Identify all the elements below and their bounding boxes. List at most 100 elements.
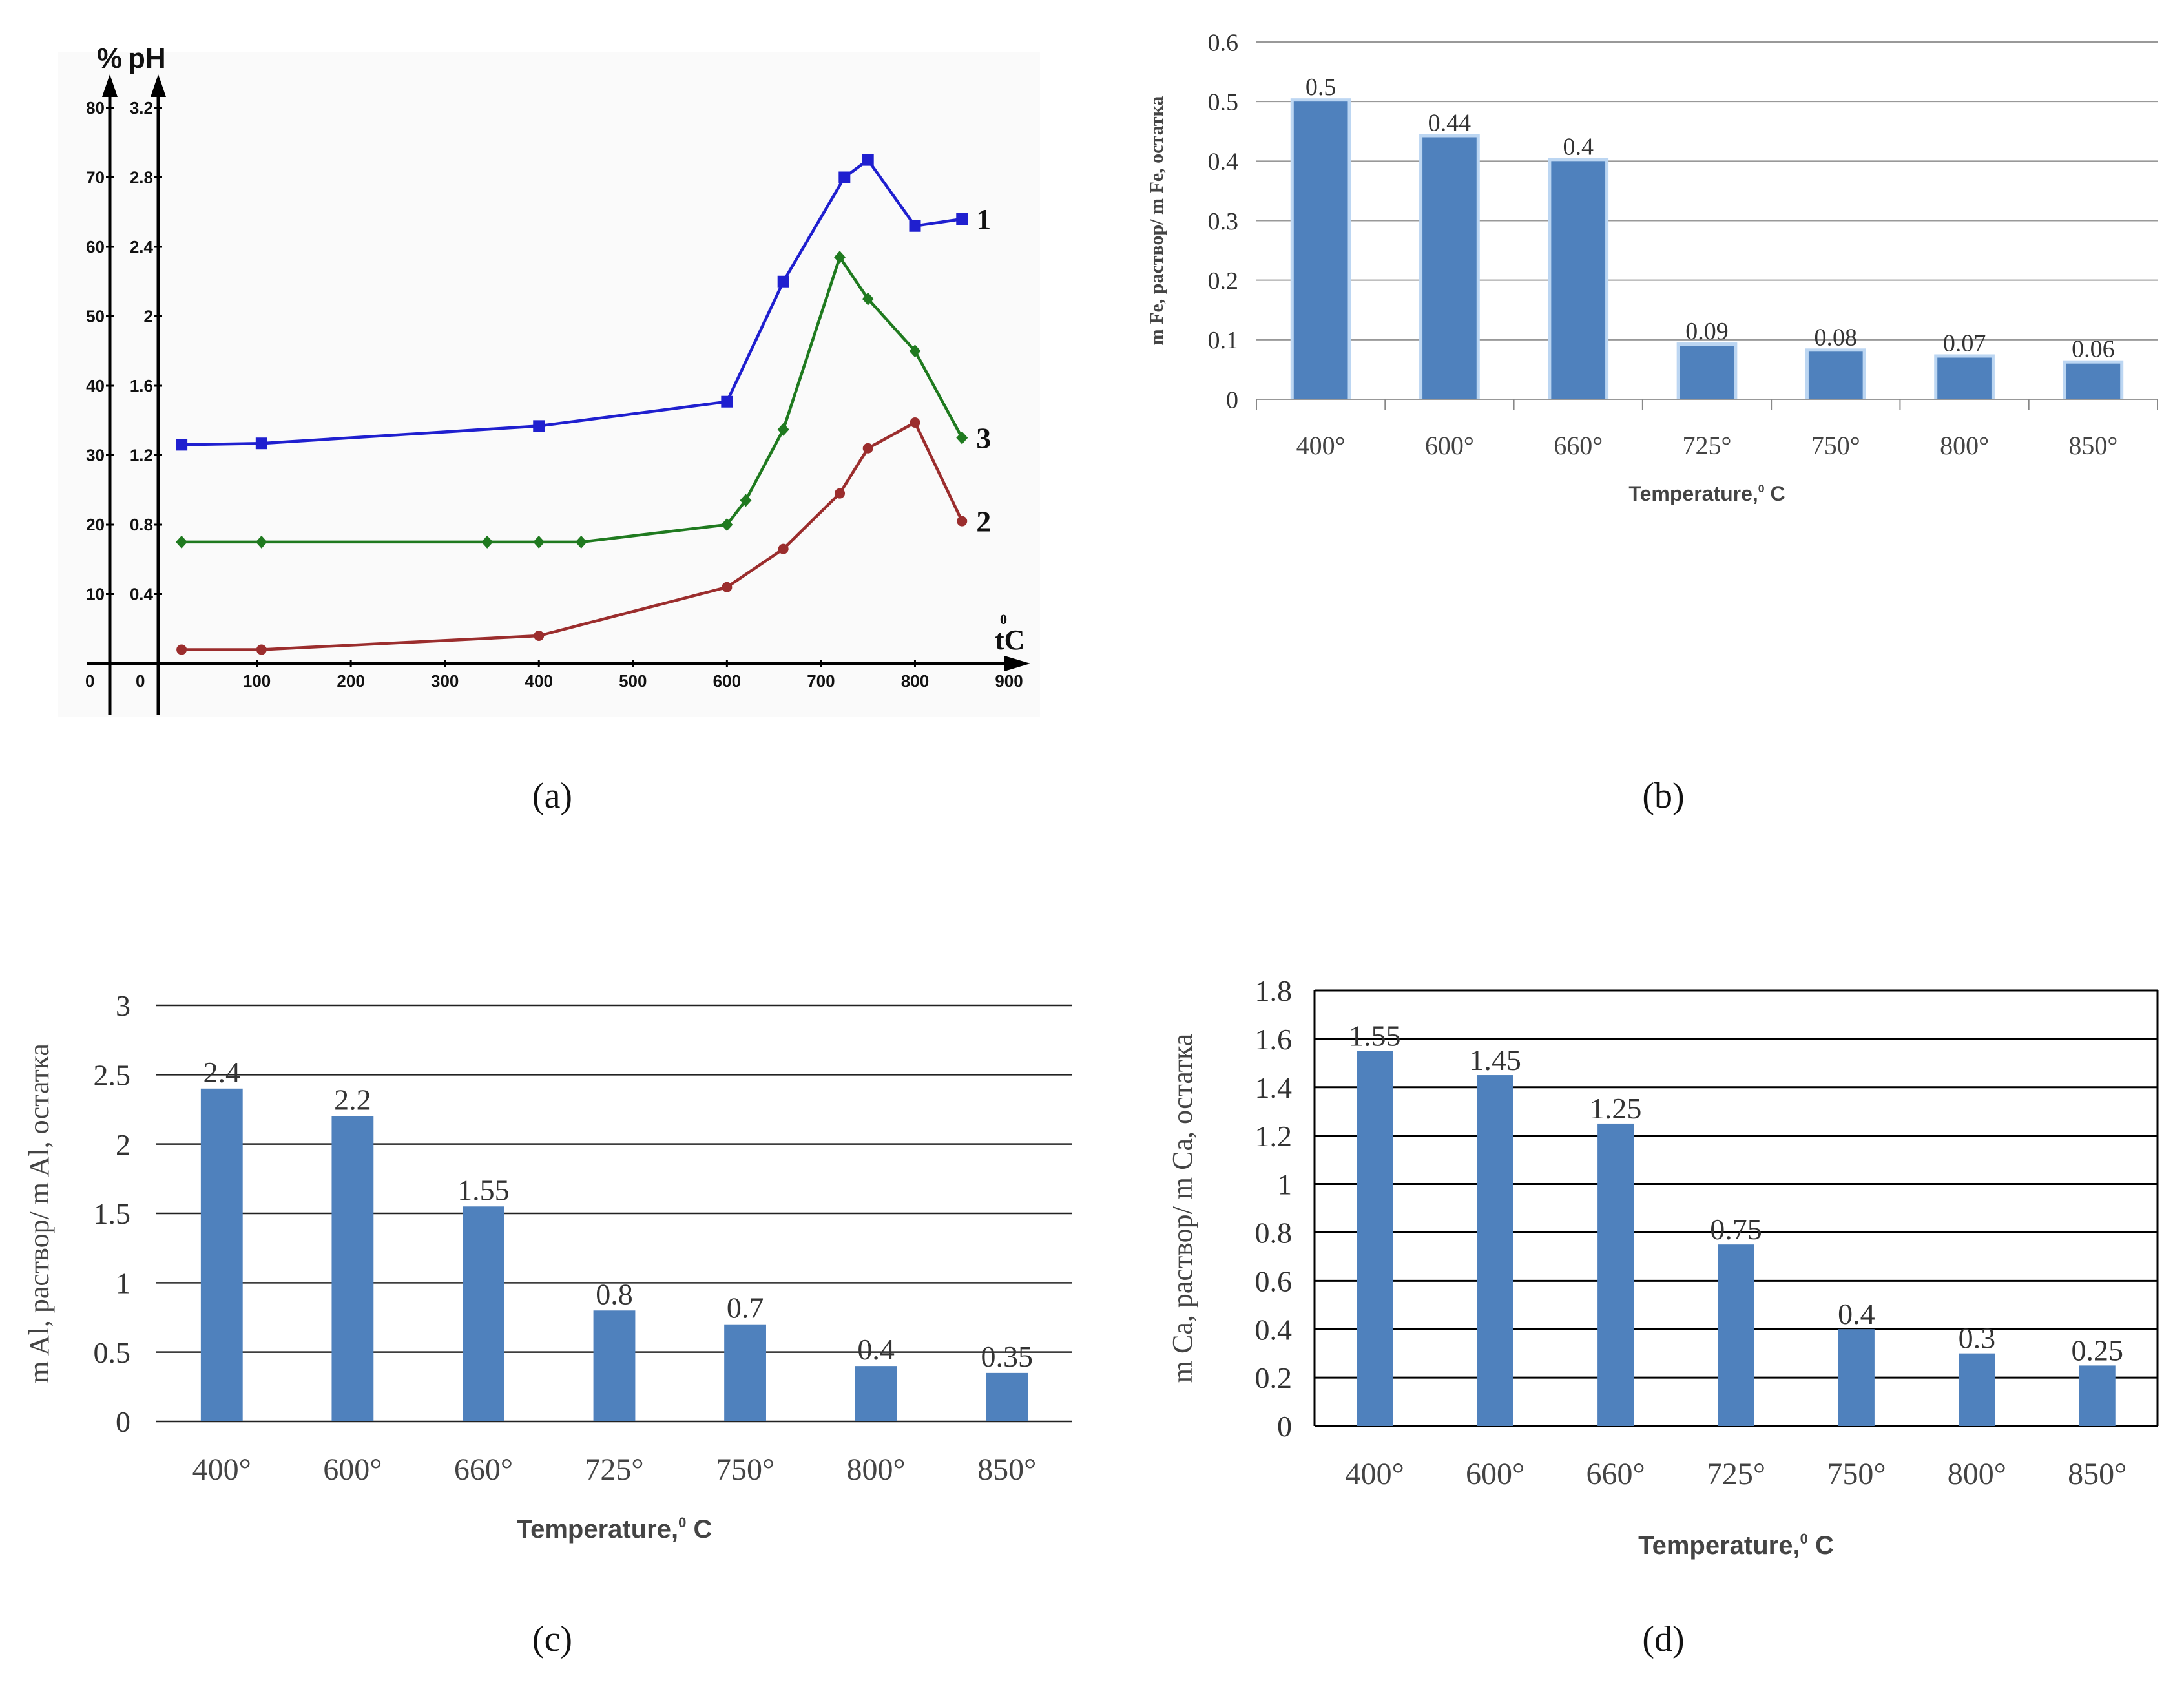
bar	[593, 1310, 636, 1421]
x-axis-label-unit: C	[686, 1515, 712, 1544]
x-origin-label: 0	[136, 671, 145, 691]
data-label: 0.7	[727, 1292, 764, 1325]
bar	[1597, 1123, 1634, 1426]
series-3-line	[182, 254, 964, 544]
series-2-point	[957, 516, 968, 527]
series-3-point	[176, 535, 188, 549]
bar	[1937, 357, 1992, 399]
data-label: 0.35	[981, 1340, 1033, 1373]
x-tick-label: 700	[807, 671, 835, 691]
data-label: 0.8	[596, 1277, 633, 1310]
ph-tick-label: 2	[144, 307, 153, 326]
x-axis-label-text: Temperature,	[1638, 1531, 1800, 1560]
data-label: 0.25	[2072, 1334, 2124, 1367]
percent-axis-arrow	[102, 74, 118, 97]
data-label: 0.4	[1563, 133, 1594, 160]
x-axis-arrow	[1004, 656, 1030, 671]
x-axis-label: Temperature,0 C	[1638, 1531, 1834, 1560]
series-3-point	[721, 518, 733, 531]
x-tick-label: 300	[431, 671, 459, 691]
series-3-label: 3	[976, 422, 991, 455]
series-2-point	[534, 631, 545, 641]
data-label: 1.55	[1349, 1020, 1401, 1053]
x-axis-label: Temperature,0 C	[1628, 482, 1785, 505]
bar	[724, 1324, 766, 1421]
data-label: 0.44	[1428, 109, 1472, 136]
percent-tick-label: 20	[86, 515, 105, 534]
caption-a: (a)	[532, 776, 573, 816]
series-1-label: 1	[976, 203, 991, 236]
y-axis-label: m Ca, раствор/ m Ca, остатка	[1167, 1034, 1198, 1383]
caption-c: (c)	[532, 1619, 573, 1659]
x-axis-label-unit: C	[1765, 482, 1785, 505]
y-tick-label: 3	[116, 989, 130, 1022]
percent-tick-label: 10	[86, 585, 105, 604]
series-3-point	[777, 423, 789, 436]
bar	[1551, 161, 1606, 400]
category-label: 725°	[1683, 431, 1732, 460]
data-label: 1.55	[457, 1173, 510, 1206]
y-tick-label: 0.5	[1208, 89, 1239, 116]
data-label: 0.07	[1943, 330, 1986, 357]
x-axis-label: tC	[995, 624, 1024, 656]
series-1-point	[255, 437, 267, 450]
y-axis-label: m Fe, раствор/ m Fe, остатка	[1146, 96, 1167, 346]
data-label: 0.75	[1710, 1213, 1762, 1246]
y-tick-label: 0.6	[1208, 29, 1239, 56]
series-2-point	[778, 543, 789, 554]
category-label: 660°	[454, 1452, 513, 1487]
series-3-point	[862, 292, 874, 306]
x-axis-label-text: Temperature,	[1628, 482, 1758, 505]
category-label: 800°	[1940, 431, 1989, 460]
bar	[1838, 1329, 1875, 1426]
data-label: 0.5	[1305, 74, 1336, 101]
y-tick-label: 1.5	[94, 1197, 131, 1230]
x-tick-label: 800	[901, 671, 929, 691]
series-3-point	[909, 344, 921, 358]
y-tick-label: 1.4	[1255, 1071, 1293, 1104]
x-tick-label: 200	[337, 671, 364, 691]
series-1-point	[777, 275, 789, 288]
chart-b-fe-bar: 0 0.1 0.2 0.3 0.4 0.5 0.6 0.5 400° 0.44 600° 0.4 660…	[1146, 29, 2158, 505]
chart-b-gridlines	[1256, 41, 2158, 400]
ph-tick-label: 0.8	[130, 515, 153, 534]
ph-tick-label: 3.2	[130, 98, 153, 118]
percent-tick-label: 80	[86, 98, 105, 118]
y-tick-label: 0.6	[1255, 1264, 1293, 1297]
caption-b: (b)	[1642, 776, 1685, 816]
ph-tick-label: 2.8	[130, 168, 153, 187]
x-axis-label-unit: C	[1808, 1531, 1834, 1560]
y-tick-label: 0	[1226, 386, 1238, 414]
series-3-point	[255, 535, 267, 549]
bar	[2079, 1365, 2116, 1426]
y-tick-label: 1.6	[1255, 1023, 1293, 1056]
ph-tick-label: 2.4	[130, 237, 154, 257]
x-tick-label: 500	[619, 671, 647, 691]
bar	[986, 1372, 1028, 1421]
category-label: 725°	[585, 1452, 643, 1487]
percent-tick-label: 70	[86, 168, 105, 187]
series-1-point	[909, 220, 921, 232]
data-label: 2.2	[334, 1084, 371, 1116]
y-tick-label: 0.5	[94, 1336, 131, 1369]
category-label: 850°	[977, 1452, 1036, 1487]
data-label: 0.4	[857, 1333, 895, 1366]
series-1-point	[862, 154, 874, 166]
y-tick-label: 1.8	[1255, 974, 1293, 1007]
series-3-point	[834, 251, 846, 264]
percent-tick-label: 30	[86, 446, 105, 465]
chart-d-ca-bar: 0 0.2 0.4 0.6 0.8 1 1.2 1.4 1.6 1.8 1.55 400° 1.45 60…	[1167, 974, 2159, 1560]
y-tick-label: 0.4	[1208, 149, 1239, 176]
ph-tick-label: 1.6	[130, 376, 153, 395]
data-label: 0.06	[2072, 336, 2115, 363]
series-1-point	[956, 213, 968, 225]
data-label: 2.4	[203, 1056, 241, 1089]
category-label: 850°	[2068, 431, 2117, 460]
series-3-point	[956, 431, 968, 445]
x-tick-label: 600	[713, 671, 741, 691]
bar	[1477, 1075, 1513, 1426]
chart-a-background	[58, 52, 1040, 717]
series-2-point	[835, 488, 846, 499]
data-label: 0.08	[1815, 324, 1858, 351]
